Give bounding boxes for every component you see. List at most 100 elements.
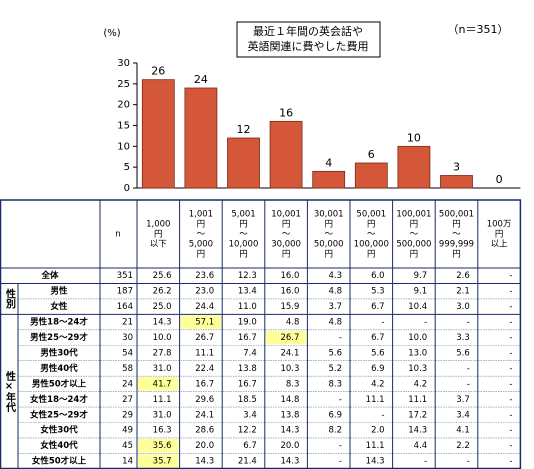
- cell: -: [467, 364, 470, 374]
- column-header: 円: [282, 250, 291, 260]
- value-label: 0: [496, 173, 503, 186]
- cell: 16.7: [238, 333, 257, 343]
- cell: 13.0: [408, 348, 427, 358]
- cell: 16.7: [238, 379, 257, 389]
- column-header: ～: [239, 230, 248, 240]
- cell: 31.0: [153, 364, 172, 374]
- cell: 13.8: [238, 364, 257, 374]
- n-cell: 14: [122, 457, 133, 467]
- cell: 11.1: [408, 395, 427, 405]
- column-header: 円: [452, 250, 461, 260]
- column-header: 30,001: [314, 210, 344, 220]
- y-tick-label: 10: [117, 141, 130, 152]
- cell: 28.6: [195, 426, 214, 436]
- n-header: n: [115, 230, 120, 240]
- cell: 10.0: [408, 333, 427, 343]
- row-label: 男性18～24才: [30, 317, 88, 328]
- column-header: 1,000: [146, 220, 170, 230]
- y-tick-label: 15: [117, 121, 130, 132]
- row-label: 男性50才以上: [32, 378, 87, 389]
- cell: 10.3: [280, 364, 299, 374]
- cell: 8.3: [328, 379, 342, 389]
- column-header: 10,001: [271, 210, 301, 220]
- cell: 2.0: [371, 426, 385, 436]
- y-unit: (%): [103, 28, 120, 39]
- column-header: 円: [239, 220, 248, 230]
- cell: 5.3: [371, 287, 385, 297]
- cell: 23.0: [195, 287, 214, 297]
- cell: 4.3: [328, 271, 342, 281]
- cell: 25.6: [153, 271, 172, 281]
- cell: 11.1: [195, 348, 214, 358]
- column-header: 円: [239, 250, 248, 260]
- cell: 26.7: [195, 333, 214, 343]
- column-header: 5,000: [189, 240, 213, 250]
- cell: 16.7: [195, 379, 214, 389]
- bar: [184, 87, 218, 189]
- cell: 14.3: [153, 318, 172, 328]
- cell: 14.3: [195, 457, 214, 467]
- column-header: 100,000: [354, 240, 389, 250]
- row-label: 女性40代: [40, 440, 78, 451]
- cell: -: [509, 271, 512, 281]
- row-label: 女性25～29才: [30, 409, 88, 420]
- highlight: [138, 454, 179, 468]
- cell: 26.7: [280, 333, 299, 343]
- highlight: [138, 438, 179, 453]
- cell: 6.9: [371, 364, 385, 374]
- value-label: 26: [151, 65, 165, 78]
- group-label: 性別: [4, 288, 17, 310]
- cell: 4.8: [286, 318, 300, 328]
- cell: -: [424, 457, 427, 467]
- cell: 3.0: [456, 302, 470, 312]
- column-header: 10,000: [229, 240, 259, 250]
- cell: 35.6: [153, 441, 172, 451]
- column-header: 円: [495, 230, 504, 240]
- cell: 14.3: [280, 457, 299, 467]
- cell: 24.4: [195, 302, 214, 312]
- cell: 2.1: [456, 287, 470, 297]
- row-label: 女性50才以上: [32, 456, 87, 467]
- cell: 19.0: [238, 318, 257, 328]
- cell: 15.9: [280, 302, 299, 312]
- cell: 16.0: [280, 271, 299, 281]
- cell: 4.4: [414, 441, 428, 451]
- column-header: ～: [410, 230, 419, 240]
- cell: 17.2: [408, 410, 427, 420]
- column-header: 円: [197, 220, 206, 230]
- cell: -: [467, 379, 470, 389]
- cell: -: [509, 348, 512, 358]
- cell: 13.8: [280, 410, 299, 420]
- row-label: 女性30代: [40, 425, 78, 436]
- column-header: 円: [197, 250, 206, 260]
- cell: 9.1: [414, 287, 428, 297]
- cell: 24.1: [280, 348, 299, 358]
- cell: -: [509, 457, 512, 467]
- cell: 21.4: [238, 457, 257, 467]
- cell: 23.6: [195, 271, 214, 281]
- cell: 35.7: [153, 457, 172, 467]
- column-header: 100万: [487, 220, 512, 230]
- column-header: 円: [324, 220, 333, 230]
- n-cell: 49: [122, 426, 133, 436]
- cell: -: [509, 287, 512, 297]
- column-header: 円: [367, 220, 376, 230]
- column-header: 円: [452, 220, 461, 230]
- cell: 20.0: [280, 441, 299, 451]
- n-cell: 164: [117, 302, 133, 312]
- value-label: 10: [407, 131, 421, 144]
- cell: 14.3: [408, 426, 427, 436]
- n-cell: 30: [122, 333, 133, 343]
- row-label: 男性30代: [40, 347, 78, 358]
- row-label: 男性: [50, 286, 68, 297]
- n-cell: 21: [122, 318, 133, 328]
- cell: 26.2: [153, 287, 172, 297]
- bar: [354, 162, 388, 189]
- column-header: 円: [410, 250, 419, 260]
- bar: [227, 137, 260, 189]
- group-label: 性×年代: [4, 370, 17, 413]
- cell: -: [509, 379, 512, 389]
- row-label: 女性: [50, 301, 68, 312]
- cell: 5.6: [328, 348, 342, 358]
